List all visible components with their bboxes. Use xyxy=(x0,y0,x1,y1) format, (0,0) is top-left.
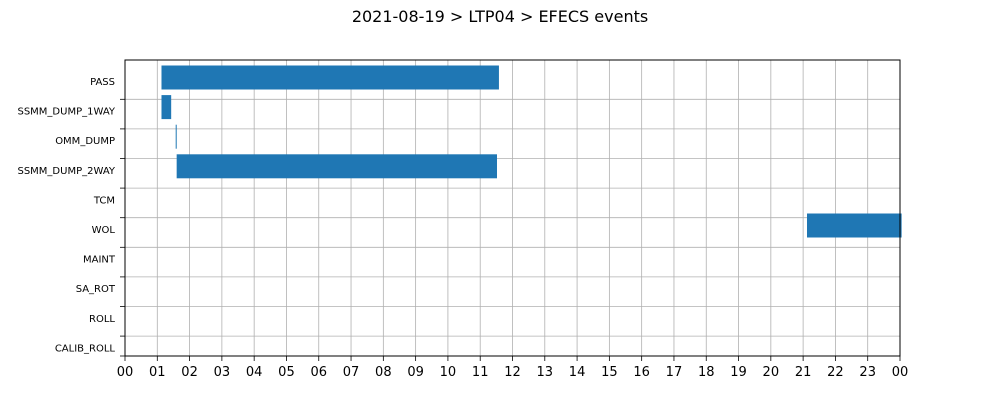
x-tick-label: 15 xyxy=(601,365,618,380)
y-tick-label: SSMM_DUMP_1WAY xyxy=(17,107,115,118)
grid-layer xyxy=(124,60,901,356)
event-bar xyxy=(807,213,902,238)
x-tick-label: 00 xyxy=(892,365,909,380)
x-tick-label: 09 xyxy=(407,365,424,380)
y-tick-label: MAINT xyxy=(83,255,116,266)
x-tick-label: 17 xyxy=(666,365,683,380)
x-tick-label: 19 xyxy=(730,365,747,380)
x-tick-label: 23 xyxy=(859,365,876,380)
x-tick-label: 13 xyxy=(537,365,554,380)
x-tick-label: 01 xyxy=(149,365,166,380)
x-tick-label: 14 xyxy=(569,365,586,380)
y-tick-label: ROLL xyxy=(89,314,115,325)
x-tick-label: 03 xyxy=(214,365,231,380)
x-tick-label: 00 xyxy=(117,365,134,380)
x-axis: 00 01 02 03 04 05 06 07 08 09 10 11 12 13 14 15 16 17 18 19… xyxy=(117,356,909,380)
y-tick-label: SSMM_DUMP_2WAY xyxy=(17,166,115,177)
x-tick-label: 04 xyxy=(246,365,263,380)
x-tick-label: 12 xyxy=(504,365,521,380)
x-tick-label: 07 xyxy=(343,365,360,380)
x-tick-label: 11 xyxy=(472,365,489,380)
event-bar xyxy=(175,124,177,149)
y-tick-label: OMM_DUMP xyxy=(55,136,115,147)
x-tick-label: 21 xyxy=(795,365,812,380)
y-tick-label: TCM xyxy=(93,195,115,206)
x-tick-label: 10 xyxy=(440,365,457,380)
event-bar xyxy=(161,95,172,120)
chart-title: 2021-08-19 > LTP04 > EFECS events xyxy=(352,7,648,26)
bars-layer xyxy=(161,65,902,238)
x-tick-label: 05 xyxy=(278,365,295,380)
x-tick-label: 08 xyxy=(375,365,392,380)
y-tick-label: CALIB_ROLL xyxy=(55,343,116,354)
event-bar xyxy=(176,154,497,179)
x-tick-label: 20 xyxy=(763,365,780,380)
event-bar xyxy=(161,65,499,90)
y-tick-label: SA_ROT xyxy=(76,284,116,295)
x-tick-label: 22 xyxy=(827,365,844,380)
y-tick-label: WOL xyxy=(92,225,116,236)
x-tick-label: 06 xyxy=(310,365,327,380)
x-tick-label: 02 xyxy=(181,365,198,380)
y-tick-label: PASS xyxy=(90,77,115,88)
y-axis: PASS SSMM_DUMP_1WAY OMM_DUMP SSMM_DUMP_2WAY… xyxy=(17,77,125,357)
x-tick-label: 18 xyxy=(698,365,715,380)
x-tick-label: 16 xyxy=(633,365,650,380)
